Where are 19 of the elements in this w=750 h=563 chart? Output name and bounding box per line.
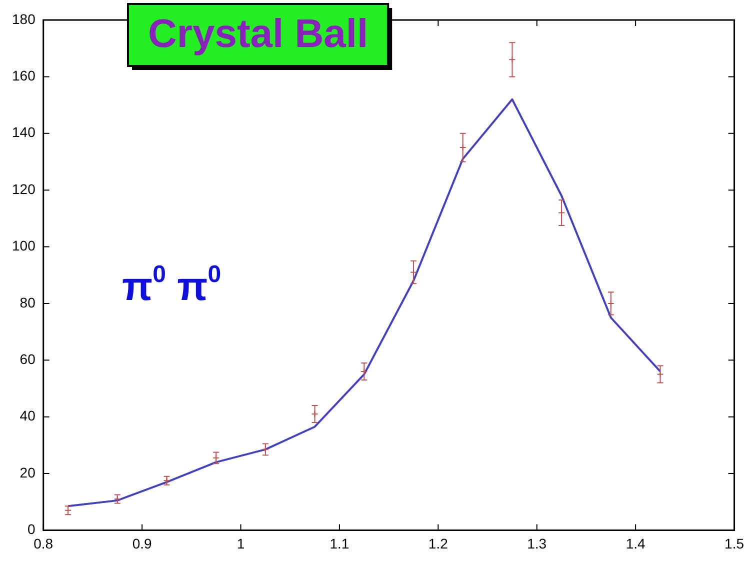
y-tick-label: 80 bbox=[20, 294, 36, 310]
y-tick-label: 120 bbox=[12, 180, 36, 197]
x-tick-label: 0.9 bbox=[132, 535, 152, 552]
x-tick-label: 1.4 bbox=[626, 535, 646, 552]
y-tick-label: 0 bbox=[28, 521, 36, 538]
x-tick-label: 1.1 bbox=[330, 535, 350, 552]
x-tick-label: 1 bbox=[236, 535, 245, 552]
y-tick-label: 20 bbox=[20, 464, 36, 480]
chart-title: Crystal Ball bbox=[148, 12, 368, 56]
y-tick-label: 60 bbox=[20, 350, 36, 367]
x-tick-label: 0.8 bbox=[34, 535, 54, 552]
x-tick-label: 1.5 bbox=[724, 535, 744, 552]
x-tick-label: 1.3 bbox=[527, 535, 547, 552]
y-tick-label: 180 bbox=[12, 10, 36, 27]
y-tick-label: 160 bbox=[12, 68, 36, 84]
x-tick-label: 1.2 bbox=[428, 535, 448, 552]
y-tick-label: 140 bbox=[12, 124, 36, 140]
y-tick-label: 40 bbox=[20, 408, 36, 424]
y-tick-label: 100 bbox=[12, 238, 36, 254]
